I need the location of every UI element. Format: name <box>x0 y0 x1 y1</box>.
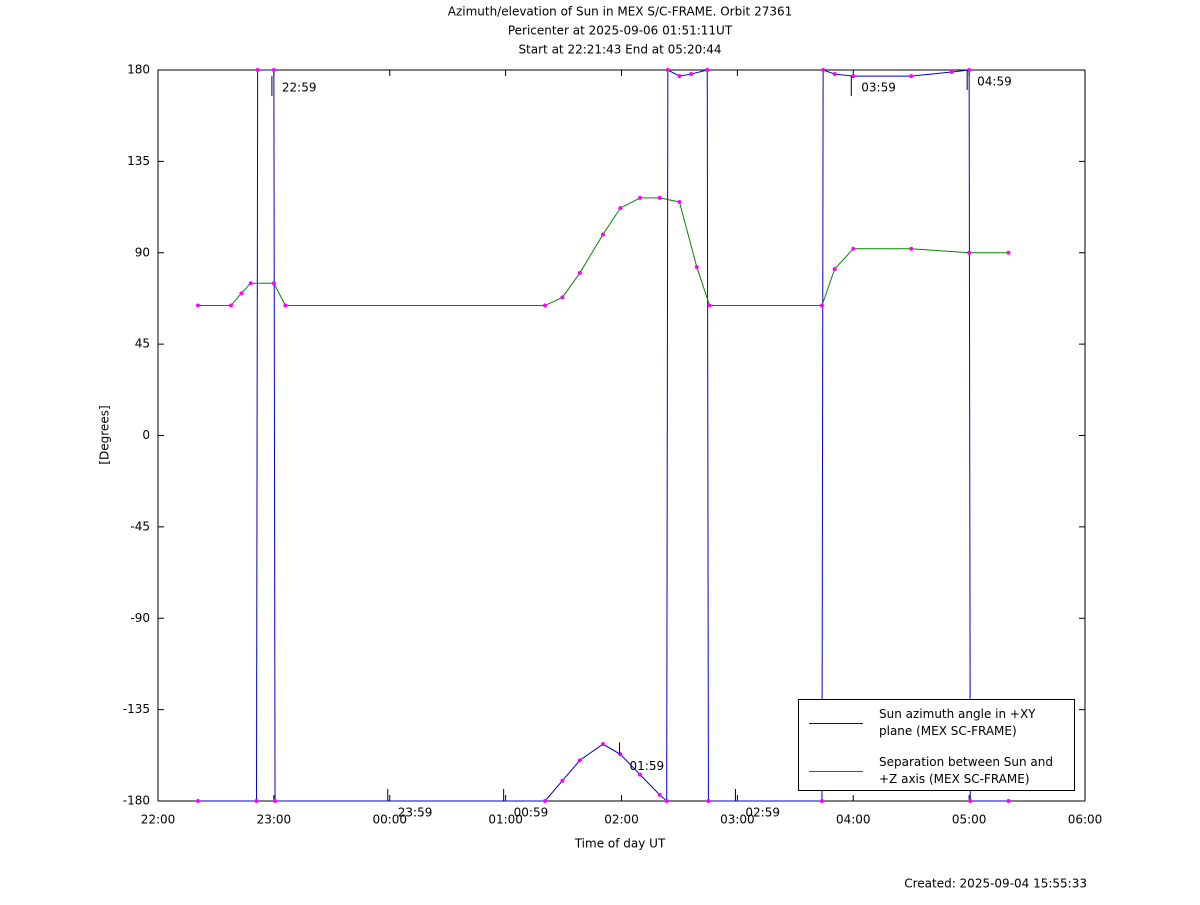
marker <box>577 271 582 276</box>
marker <box>600 232 605 237</box>
x-tick-label: 00:00 <box>372 813 407 827</box>
marker <box>560 295 565 300</box>
marker <box>600 742 605 747</box>
y-tick-label: -135 <box>123 702 150 716</box>
marker <box>967 250 972 255</box>
marker <box>271 281 276 286</box>
marker <box>832 266 837 271</box>
annotation: 02:59 <box>745 806 780 820</box>
x-tick-label: 01:00 <box>488 813 523 827</box>
legend-label: Sun azimuth angle in +XY plane (MEX SC-F… <box>879 707 1036 738</box>
legend-swatch <box>809 770 863 772</box>
y-axis-label: [Degrees] <box>98 405 112 464</box>
marker <box>1006 250 1011 255</box>
marker <box>1006 799 1011 803</box>
marker <box>819 799 824 803</box>
marker <box>677 74 682 79</box>
marker <box>705 68 710 72</box>
x-tick-label: 05:00 <box>952 813 987 827</box>
marker <box>273 799 278 803</box>
marker <box>968 799 973 803</box>
annotation: 03:59 <box>861 81 896 95</box>
marker <box>229 303 234 308</box>
marker <box>248 281 253 286</box>
marker <box>665 68 670 72</box>
x-tick-label: 03:00 <box>720 813 755 827</box>
marker <box>618 206 623 211</box>
annotation: 22:59 <box>282 81 317 95</box>
y-tick-label: -180 <box>123 794 150 808</box>
marker <box>638 772 643 777</box>
x-tick-label: 23:00 <box>257 813 292 827</box>
marker <box>255 68 260 72</box>
y-tick-label: 0 <box>142 428 150 442</box>
chart-title: Azimuth/elevation of Sun in MEX S/C-FRAM… <box>448 5 793 19</box>
chart-subtitle: Start at 22:21:43 End at 05:20:44 <box>518 43 721 57</box>
marker <box>195 303 200 308</box>
marker <box>821 68 826 72</box>
marker <box>909 246 914 251</box>
marker <box>967 68 972 72</box>
marker <box>819 303 824 308</box>
marker <box>694 264 699 269</box>
chart-subtitle: Pericenter at 2025-09-06 01:51:11UT <box>508 24 733 38</box>
annotation: 23:59 <box>398 806 433 820</box>
marker <box>254 799 259 803</box>
x-tick-label: 06:00 <box>1068 813 1103 827</box>
marker <box>851 74 856 79</box>
series-line <box>197 197 1009 307</box>
marker <box>851 246 856 251</box>
footer: Created: 2025-09-04 15:55:33 <box>904 877 1087 891</box>
marker <box>832 72 837 77</box>
marker <box>283 303 288 308</box>
marker <box>664 799 669 803</box>
annotation: 00:59 <box>514 806 549 820</box>
y-tick-label: 180 <box>127 63 150 77</box>
plot-frame <box>157 69 1086 802</box>
marker <box>657 195 662 200</box>
marker <box>560 778 565 783</box>
x-axis-label: Time of day UT <box>574 837 666 851</box>
marker <box>657 792 662 797</box>
marker <box>543 303 548 308</box>
marker <box>638 195 643 200</box>
legend-entry: Separation between Sun and +Z axis (MEX … <box>809 754 1069 788</box>
x-tick-label: 22:00 <box>141 813 176 827</box>
annotation: 04:59 <box>977 75 1012 89</box>
y-tick-label: 135 <box>127 154 150 168</box>
legend: Sun azimuth angle in +XY plane (MEX SC-F… <box>798 699 1075 791</box>
marker <box>618 752 623 757</box>
marker <box>706 799 711 803</box>
marker <box>543 799 548 803</box>
marker <box>677 199 682 204</box>
y-tick-label: -90 <box>130 611 150 625</box>
y-tick-label: 45 <box>135 337 150 351</box>
marker <box>909 74 914 79</box>
marker <box>949 70 954 75</box>
x-tick-label: 04:00 <box>836 813 871 827</box>
marker <box>239 291 244 296</box>
legend-entry: Sun azimuth angle in +XY plane (MEX SC-F… <box>809 706 1069 740</box>
marker <box>689 72 694 77</box>
y-tick-label: 90 <box>135 245 150 259</box>
annotation: 01:59 <box>630 759 665 773</box>
marker <box>195 799 200 803</box>
y-tick-label: -45 <box>130 519 150 533</box>
series-line <box>197 69 1009 803</box>
marker <box>577 758 582 763</box>
marker <box>707 303 712 308</box>
marker <box>271 68 276 72</box>
legend-label: Separation between Sun and +Z axis (MEX … <box>879 755 1053 786</box>
legend-swatch <box>809 722 863 724</box>
x-tick-label: 02:00 <box>604 813 639 827</box>
